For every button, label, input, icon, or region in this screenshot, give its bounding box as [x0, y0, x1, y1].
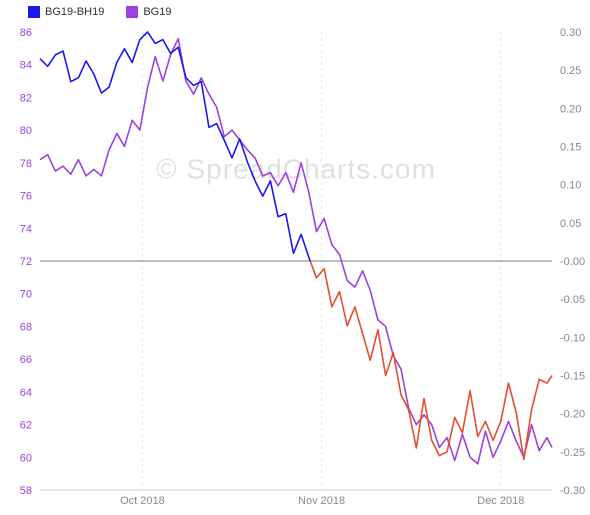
svg-text:0.10: 0.10	[560, 180, 581, 192]
svg-text:80: 80	[20, 125, 32, 137]
svg-text:-0.30: -0.30	[560, 485, 585, 497]
chart-wrapper: BG19-BH19 BG19 Oct 2018 Nov 2018 Dec 2018 5…	[0, 0, 590, 515]
svg-text:74: 74	[20, 223, 32, 235]
legend-label: BG19	[143, 6, 171, 18]
svg-text:66: 66	[20, 354, 32, 366]
line-chart: Oct 2018 Nov 2018 Dec 2018 58 60 62 64 66 68 70 72…	[0, 0, 590, 515]
svg-text:0.30: 0.30	[560, 27, 581, 39]
svg-text:62: 62	[20, 420, 32, 432]
svg-text:76: 76	[20, 191, 32, 203]
svg-text:-0.10: -0.10	[560, 332, 585, 344]
svg-text:Oct 2018: Oct 2018	[120, 495, 165, 507]
svg-text:78: 78	[20, 158, 32, 170]
svg-text:-0.00: -0.00	[560, 256, 585, 268]
svg-text:Dec 2018: Dec 2018	[477, 495, 524, 507]
legend-swatch	[126, 6, 138, 18]
svg-text:0.05: 0.05	[560, 218, 581, 230]
svg-text:82: 82	[20, 92, 32, 104]
svg-text:86: 86	[20, 27, 32, 39]
legend-swatch	[28, 6, 40, 18]
legend-item: BG19	[126, 6, 171, 18]
svg-text:58: 58	[20, 485, 32, 497]
svg-text:70: 70	[20, 289, 32, 301]
svg-text:-0.25: -0.25	[560, 447, 585, 459]
svg-text:60: 60	[20, 452, 32, 464]
legend: BG19-BH19 BG19	[28, 6, 171, 18]
legend-item: BG19-BH19	[28, 6, 104, 18]
svg-text:0.25: 0.25	[560, 65, 581, 77]
svg-text:-0.20: -0.20	[560, 409, 585, 421]
svg-text:84: 84	[20, 60, 32, 72]
svg-text:0.20: 0.20	[560, 103, 581, 115]
svg-text:64: 64	[20, 387, 32, 399]
svg-text:-0.15: -0.15	[560, 371, 585, 383]
legend-label: BG19-BH19	[45, 6, 104, 18]
svg-text:0.15: 0.15	[560, 142, 581, 154]
svg-text:Nov 2018: Nov 2018	[298, 495, 345, 507]
svg-text:72: 72	[20, 256, 32, 268]
svg-text:68: 68	[20, 321, 32, 333]
svg-text:-0.05: -0.05	[560, 294, 585, 306]
